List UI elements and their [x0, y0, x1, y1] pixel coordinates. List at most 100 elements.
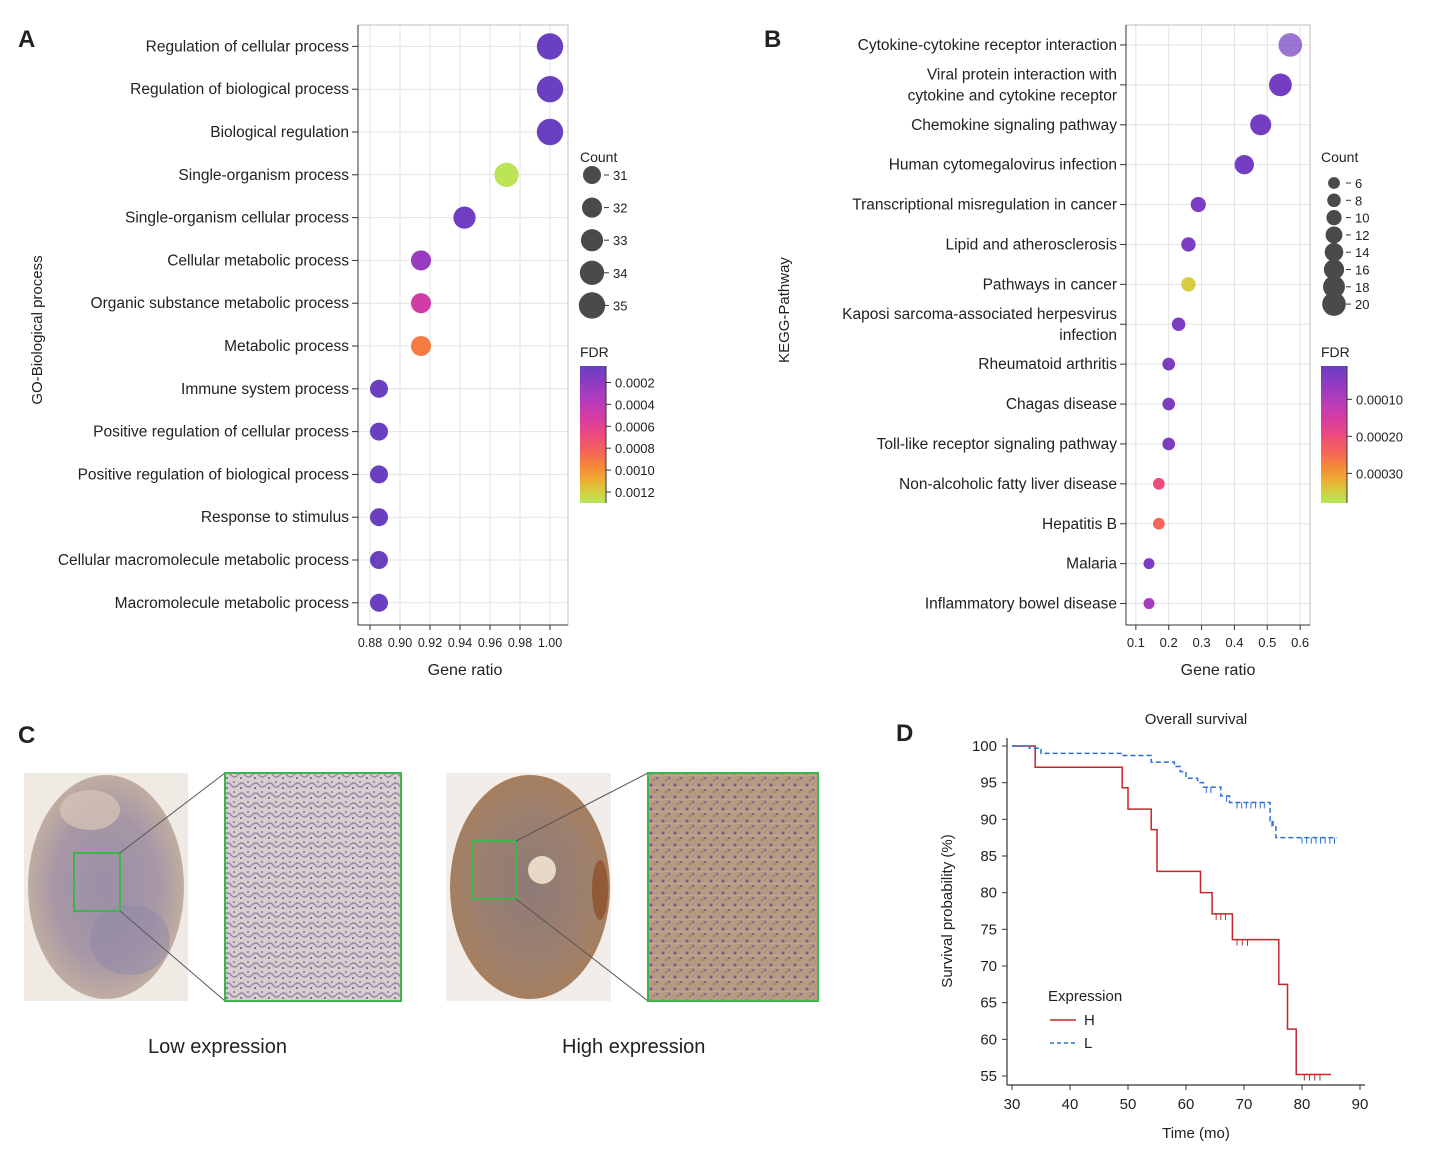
legend-h-label: H: [1084, 1012, 1095, 1029]
b-bubble: [1143, 558, 1155, 570]
b-count-legend-dot: [1323, 275, 1345, 298]
a-fdr-tick-label: 0.0012: [615, 485, 655, 500]
kegg-x-axis-label: Gene ratio: [1181, 662, 1256, 679]
survival-y-axis-label: Survival probability (%): [939, 834, 956, 987]
legend-l-label: L: [1084, 1035, 1092, 1052]
survival-x-axis-label: Time (mo): [1162, 1125, 1230, 1142]
a-category-label: Metabolic process: [224, 338, 349, 355]
a-bubble: [536, 33, 564, 60]
survival-y-tick-label: 75: [980, 921, 997, 938]
b-count-legend-label: 12: [1355, 228, 1369, 243]
a-category-label: Regulation of cellular process: [146, 38, 350, 55]
b-category-label: Rheumatoid arthritis: [978, 356, 1117, 373]
b-category-label: infection: [1059, 327, 1117, 344]
survival-title: Overall survival: [1145, 711, 1248, 728]
low-core-zoom-box: [73, 852, 121, 912]
low-expression-magnified-image: [224, 772, 402, 1002]
b-fdr-tick-label: 0.00030: [1356, 466, 1403, 481]
a-count-legend-label: 33: [613, 233, 627, 248]
b-count-legend-dot: [1327, 193, 1341, 208]
a-count-legend-label: 32: [613, 201, 627, 216]
survival-x-tick-label: 80: [1294, 1096, 1311, 1113]
panel-b-label: B: [764, 26, 781, 53]
b-category-label: Pathways in cancer: [983, 276, 1117, 293]
b-count-legend-label: 18: [1355, 280, 1369, 295]
b-count-legend-dot: [1328, 177, 1340, 189]
high-core-zoom-box: [471, 840, 517, 900]
go-count-legend-title: Count: [580, 149, 617, 165]
b-bubble: [1234, 154, 1254, 175]
a-bubble: [370, 551, 388, 569]
survival-x-tick-label: 50: [1120, 1096, 1137, 1113]
b-bubble: [1181, 237, 1196, 252]
ihc-tissue-panel: C: [18, 722, 819, 1002]
b-bubble: [1143, 598, 1155, 610]
survival-y-tick-label: 65: [980, 995, 997, 1012]
a-bubble: [410, 250, 432, 271]
b-fdr-tick-label: 0.00010: [1356, 392, 1403, 407]
b-category-label: Lipid and atherosclerosis: [946, 236, 1118, 253]
b-category-label: Chemokine signaling pathway: [911, 117, 1117, 134]
a-bubble: [536, 118, 564, 146]
high-expression-tissue-core: [450, 775, 610, 999]
b-bubble: [1152, 477, 1165, 490]
a-bubble: [494, 162, 519, 187]
a-bubble: [370, 379, 388, 398]
panel-a-label: A: [18, 26, 35, 53]
survival-x-tick-label: 70: [1236, 1096, 1253, 1113]
b-count-legend-label: 14: [1355, 245, 1369, 260]
a-count-legend-dot: [578, 292, 606, 319]
b-category-label: Kaposi sarcoma-associated herpesvirus: [842, 306, 1117, 323]
survival-x-tick-label: 40: [1062, 1096, 1079, 1113]
a-category-label: Positive regulation of biological proces…: [78, 466, 350, 483]
a-count-legend-dot: [583, 166, 601, 184]
a-bubble: [536, 76, 564, 103]
a-bubble: [410, 335, 432, 357]
b-count-legend-dot: [1324, 242, 1344, 262]
b-category-label: Transcriptional misregulation in cancer: [852, 197, 1117, 214]
a-bubble: [370, 508, 388, 527]
a-category-label: Immune system process: [181, 381, 349, 398]
go-plot-frame: [357, 24, 569, 626]
a-category-label: Single-organism cellular process: [125, 210, 349, 227]
survival-x-tick-label: 30: [1004, 1096, 1021, 1113]
kegg-fdr-colorbar: [1321, 366, 1347, 503]
b-category-label: cytokine and cytokine receptor: [908, 87, 1117, 104]
survival-curve-h: [1012, 745, 1331, 1076]
a-fdr-tick-label: 0.0002: [615, 375, 655, 390]
survival-y-tick-label: 90: [980, 811, 997, 828]
a-count-legend-dot: [581, 197, 603, 218]
a-x-tick-label: 0.98: [508, 636, 532, 650]
a-category-label: Cellular metabolic process: [167, 252, 349, 269]
a-x-tick-label: 0.92: [418, 636, 442, 650]
b-bubble: [1162, 437, 1176, 451]
b-x-tick-label: 0.2: [1160, 635, 1178, 650]
a-category-label: Organic substance metabolic process: [91, 295, 350, 312]
b-bubble: [1278, 33, 1303, 57]
survival-x-tick-label: 90: [1352, 1096, 1369, 1113]
a-count-legend-label: 31: [613, 168, 627, 183]
b-count-legend-label: 10: [1355, 211, 1369, 226]
survival-x-tick-label: 60: [1178, 1096, 1195, 1113]
b-count-legend-label: 8: [1355, 193, 1362, 208]
b-count-legend-dot: [1323, 259, 1345, 280]
a-category-label: Macromolecule metabolic process: [115, 595, 350, 612]
a-x-tick-label: 1.00: [538, 636, 562, 650]
survival-y-tick-label: 85: [980, 848, 997, 865]
a-fdr-tick-label: 0.0004: [615, 397, 655, 412]
b-count-legend-label: 20: [1355, 297, 1369, 312]
b-bubble: [1162, 357, 1176, 371]
survival-y-tick-label: 55: [980, 1068, 997, 1085]
a-fdr-tick-label: 0.0010: [615, 463, 655, 478]
a-x-tick-label: 0.96: [478, 636, 502, 650]
survival-curve-l: [1012, 745, 1337, 839]
kegg-fdr-legend-title: FDR: [1321, 344, 1350, 360]
b-bubble: [1162, 397, 1176, 411]
b-bubble: [1269, 73, 1292, 97]
b-count-legend-dot: [1322, 292, 1346, 316]
a-category-label: Response to stimulus: [201, 509, 349, 526]
survival-y-tick-label: 70: [980, 958, 997, 975]
a-category-label: Single-organism process: [178, 167, 349, 184]
a-fdr-tick-label: 0.0008: [615, 441, 655, 456]
a-bubble: [370, 422, 388, 441]
